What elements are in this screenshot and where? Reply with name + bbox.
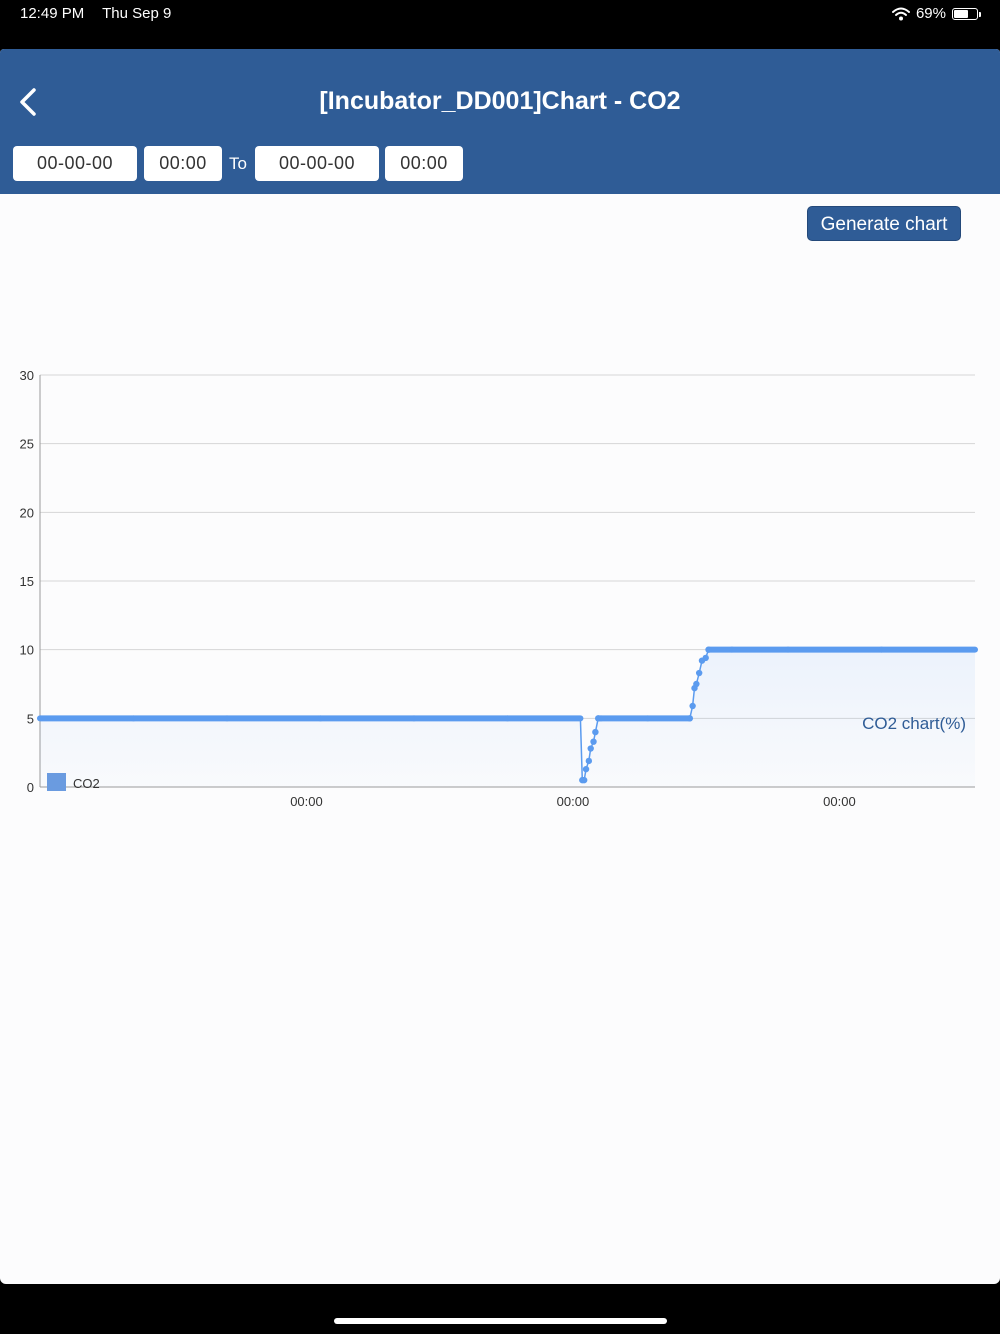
data-point-co2: [689, 702, 696, 710]
y-tick-label: 15: [20, 574, 34, 589]
battery-level: [954, 9, 969, 18]
data-point-co2: [693, 680, 700, 688]
x-axis: 00:00 00:00 00:00: [290, 794, 855, 809]
from-date-field[interactable]: [13, 146, 137, 181]
data-point-co2: [594, 715, 602, 722]
data-point-co2: [580, 776, 588, 784]
home-indicator[interactable]: [334, 1318, 667, 1324]
wifi-icon: [891, 7, 910, 20]
data-point-co2: [585, 757, 593, 765]
data-point-co2: [695, 669, 703, 677]
y-tick-label: 5: [27, 711, 34, 726]
x-tick-label: 00:00: [557, 794, 590, 809]
data-point-co2: [592, 728, 599, 736]
battery-percent: 69%: [915, 5, 946, 22]
x-tick-label: 00:00: [823, 794, 856, 809]
data-point-co2: [587, 745, 594, 752]
y-tick-label: 20: [20, 505, 34, 520]
to-time-field[interactable]: [385, 146, 463, 181]
battery-icon: [952, 7, 981, 20]
header-bar: [Incubator_DD001]Chart - CO2 To: [0, 49, 1000, 194]
legend-label-co2: CO2: [73, 776, 100, 791]
legend-swatch-co2: [47, 773, 66, 791]
data-point-co2: [702, 654, 709, 662]
data-point-co2: [582, 765, 590, 773]
chevron-left-icon[interactable]: [14, 85, 42, 119]
y-tick-label: 25: [20, 437, 34, 452]
status-time: 12:49 PM: [20, 5, 85, 22]
status-time-date: 12:49 PM Thu Sep 9: [20, 5, 185, 22]
y-tick-label: 0: [27, 780, 34, 795]
from-time-field[interactable]: [144, 146, 222, 181]
y-axis: 0 5 10 15 20 25 30: [20, 368, 41, 795]
chart-label: CO2 chart(%): [862, 714, 966, 733]
status-indicators: 69%: [891, 5, 981, 22]
generate-chart-button[interactable]: Generate chart: [807, 206, 961, 241]
co2-line-chart: 0 5 10 15 20 25 30 00:00 00:00 00:00 CO2 chart(%…: [20, 368, 978, 809]
status-date: Thu Sep 9: [102, 5, 172, 22]
data-point-co2: [686, 715, 694, 722]
y-tick-label: 10: [20, 643, 34, 658]
data-point-co2: [590, 738, 597, 745]
to-date-field[interactable]: [255, 146, 379, 181]
to-label: To: [229, 154, 247, 173]
page-title: [Incubator_DD001]Chart - CO2: [319, 87, 681, 115]
app-window: [Incubator_DD001]Chart - CO2 To Generate…: [0, 49, 1000, 1284]
y-tick-label: 30: [20, 368, 34, 383]
status-bar: 12:49 PM Thu Sep 9 69%: [0, 0, 1000, 48]
data-point-co2: [705, 646, 712, 653]
x-tick-label: 00:00: [290, 794, 323, 809]
series-markers-co2: [37, 646, 978, 784]
